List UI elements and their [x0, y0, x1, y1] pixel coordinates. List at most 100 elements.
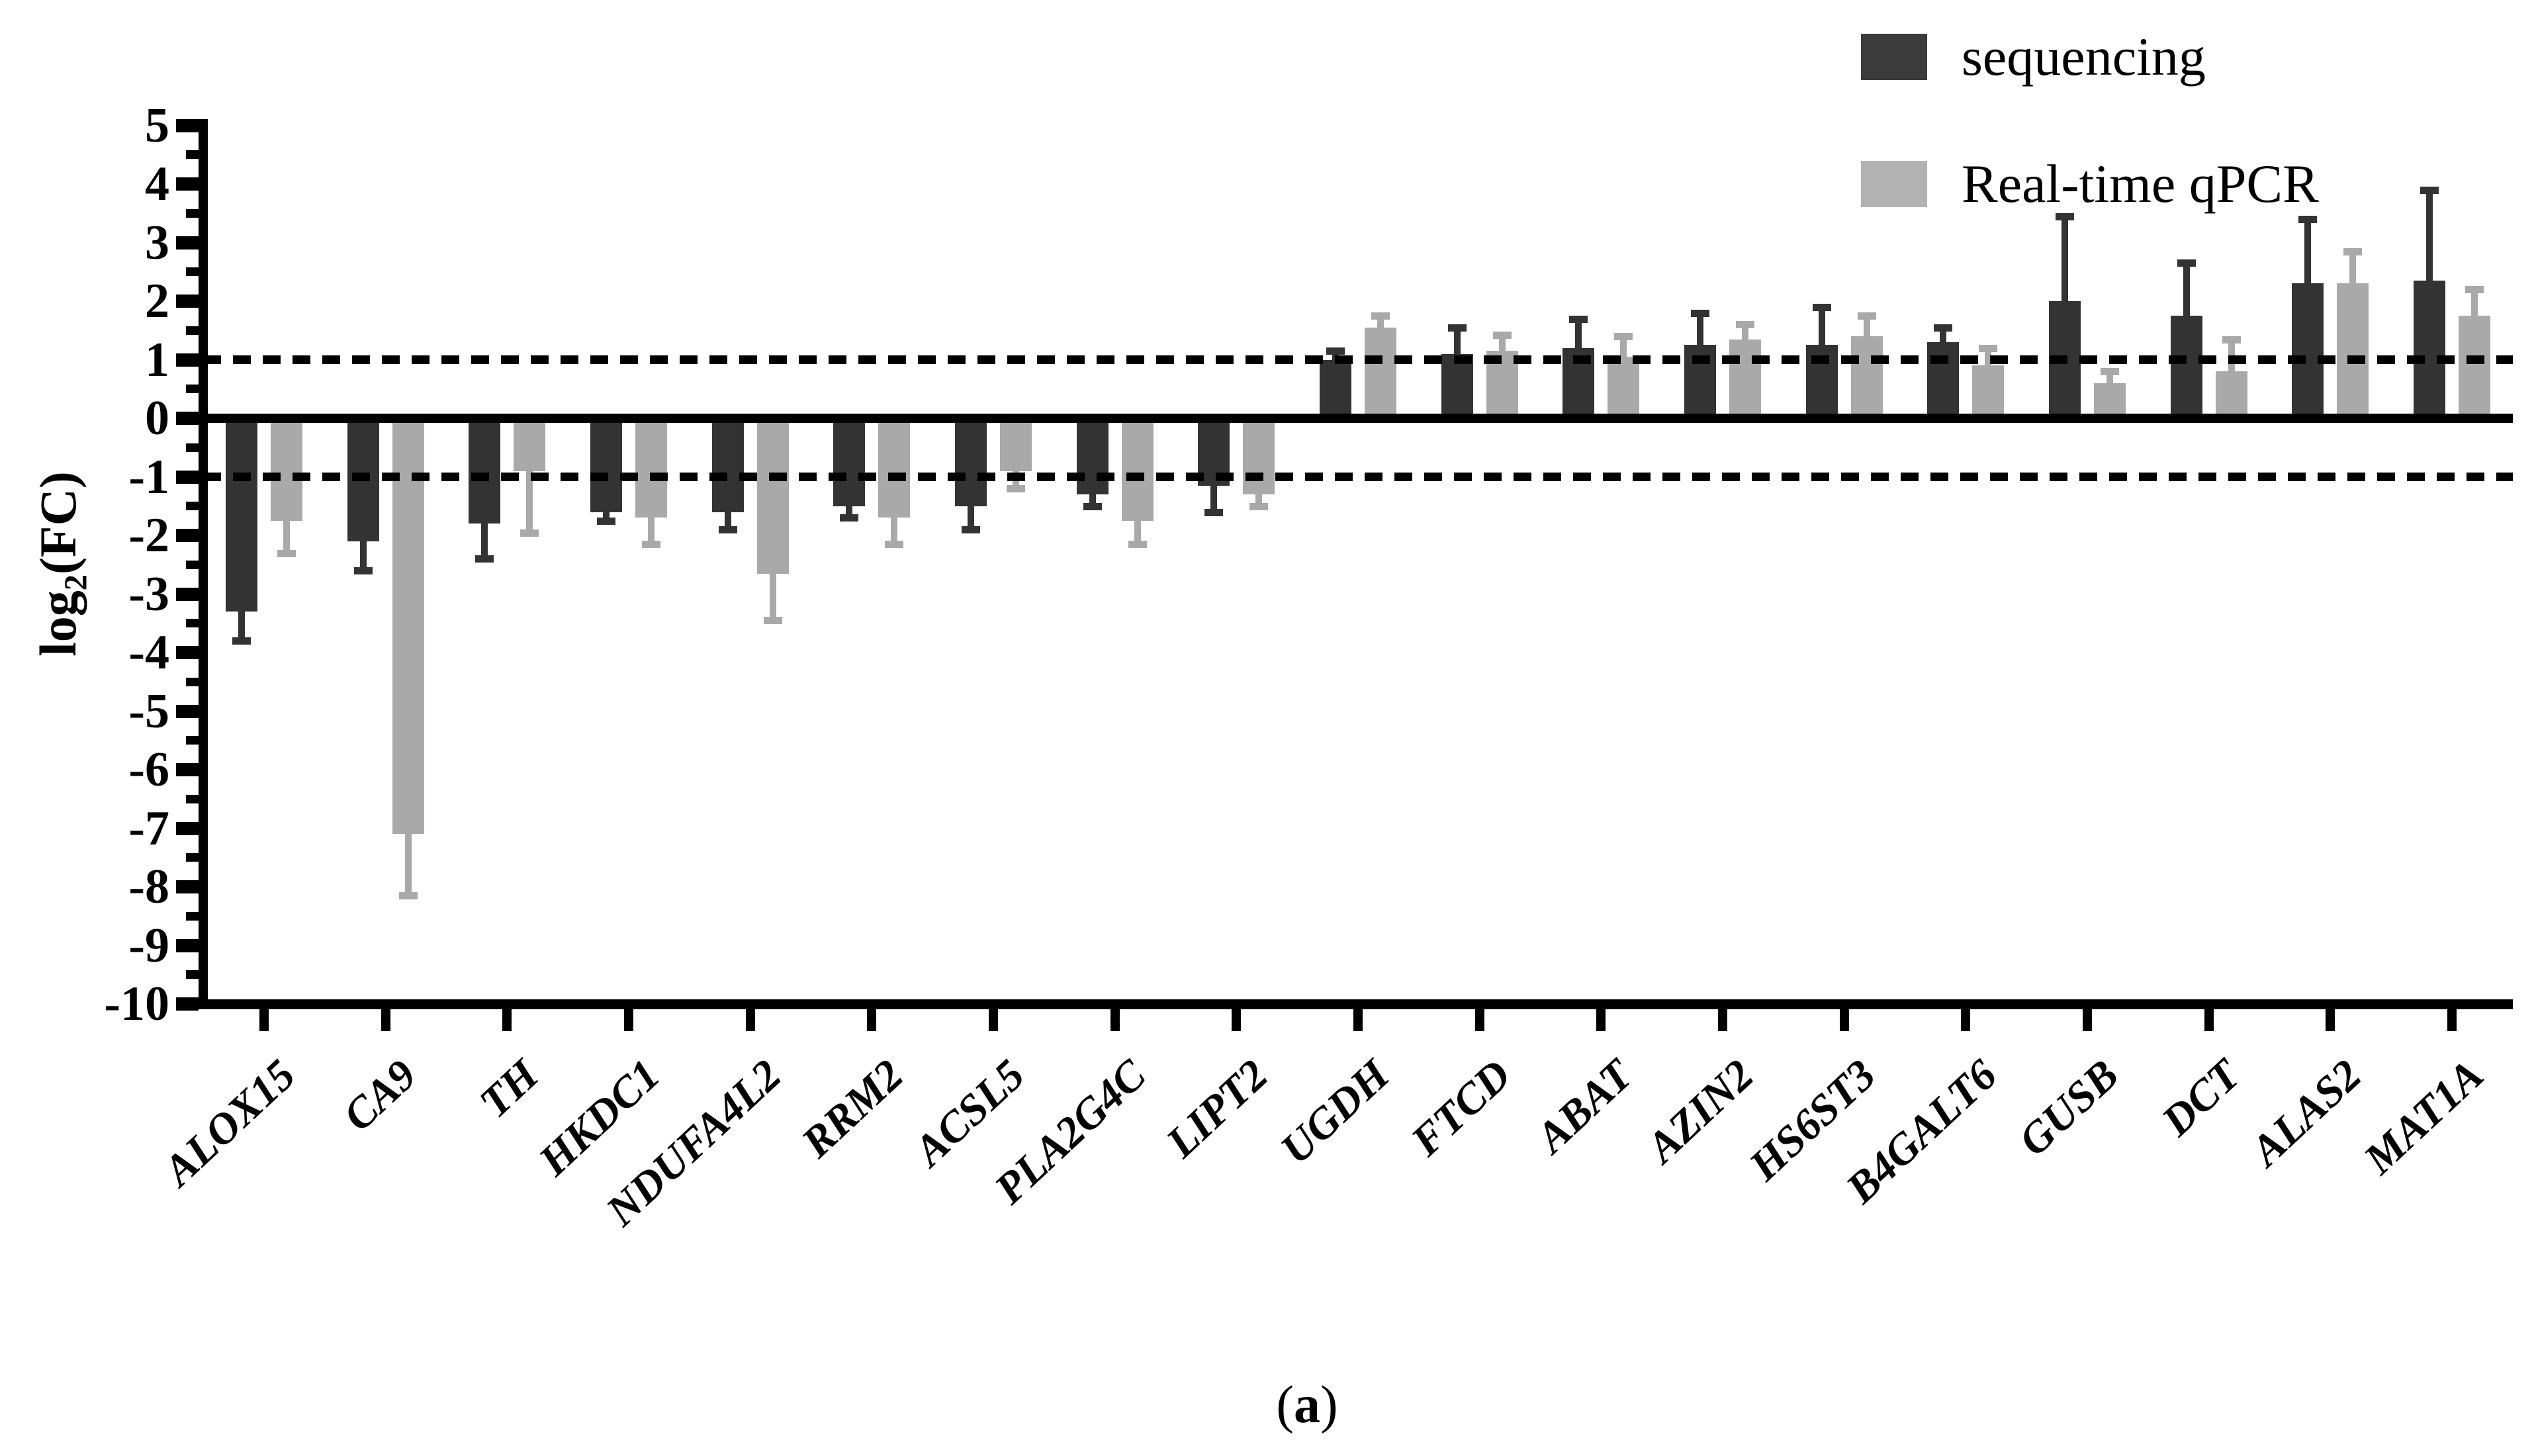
y-tick-label: -10: [104, 977, 169, 1031]
error-bar-stem: [1863, 316, 1870, 339]
x-category-label: ALOX15: [154, 1050, 304, 1195]
bar-sequencing: [1441, 353, 1473, 418]
x-tick: [1961, 1009, 1971, 1031]
bar-sequencing: [711, 418, 744, 512]
bar-qpcr: [270, 418, 302, 521]
x-tick: [867, 1009, 877, 1031]
y-major-tick: [176, 295, 199, 308]
x-tick: [1596, 1009, 1606, 1031]
legend: sequencing Real-time qPCR: [1861, 30, 2319, 211]
bar-sequencing: [833, 418, 866, 506]
bar-qpcr: [1972, 365, 2005, 418]
y-tick-label: 5: [145, 98, 169, 153]
error-bar-cap: [1083, 502, 1102, 510]
bar-qpcr: [2459, 316, 2491, 418]
y-major-tick: [176, 236, 199, 250]
legend-label-sequencing: sequencing: [1962, 26, 2206, 87]
error-bar-stem: [526, 469, 533, 533]
y-major-tick: [176, 821, 199, 835]
y-tick-label: 3: [145, 215, 169, 270]
error-bar-cap: [2177, 259, 2196, 267]
error-bar-stem: [2426, 189, 2433, 283]
error-bar-stem: [481, 522, 488, 559]
y-major-tick: [176, 763, 199, 776]
legend-label-qpcr: Real-time qPCR: [1962, 154, 2319, 214]
error-bar-cap: [2343, 248, 2363, 255]
error-bar-stem: [2471, 289, 2478, 318]
legend-item-qpcr: Real-time qPCR: [1861, 157, 2319, 211]
bar-qpcr: [878, 418, 911, 518]
y-minor-tick: [186, 911, 199, 921]
bar-sequencing: [590, 418, 622, 512]
error-bar-stem: [647, 516, 655, 545]
error-bar-stem: [602, 510, 610, 521]
error-bar-stem: [1134, 518, 1141, 545]
x-tick: [1474, 1009, 1484, 1031]
x-tick: [259, 1009, 269, 1031]
x-tick: [1353, 1009, 1363, 1031]
error-bar-stem: [1575, 318, 1582, 350]
y-major-tick: [176, 412, 199, 425]
x-category-label: GUSB: [2009, 1050, 2128, 1165]
error-bar-stem: [1210, 483, 1218, 512]
error-bar-cap: [961, 526, 980, 534]
error-bar-cap: [1979, 344, 1998, 352]
bar-qpcr: [1608, 357, 1640, 418]
y-major-tick: [176, 470, 199, 484]
x-category-label: UGDH: [1271, 1050, 1399, 1174]
error-bar-cap: [353, 567, 373, 575]
error-bar-stem: [2349, 251, 2357, 286]
error-bar-cap: [1857, 312, 1876, 320]
y-minor-tick: [186, 736, 199, 745]
y-tick-label: -4: [128, 625, 169, 680]
bar-qpcr: [1243, 418, 1275, 495]
x-category-label: DCT: [2152, 1050, 2249, 1146]
error-bar-stem: [967, 504, 974, 530]
bar-sequencing: [2170, 316, 2202, 418]
y-tick-label: -6: [128, 743, 169, 797]
y-minor-tick: [186, 794, 199, 803]
x-tick: [2447, 1009, 2457, 1031]
y-minor-tick: [186, 443, 199, 452]
x-tick: [502, 1009, 512, 1031]
x-category-label: TH: [470, 1050, 548, 1128]
error-bar-cap: [2222, 336, 2241, 343]
bar-sequencing: [2292, 283, 2324, 418]
x-category-label: ALAS2: [2242, 1050, 2371, 1175]
error-bar-cap: [763, 617, 782, 625]
error-bar-stem: [891, 516, 898, 545]
x-category-label: CA9: [334, 1050, 426, 1141]
y-minor-tick: [186, 677, 199, 686]
y-tick-label: -3: [128, 567, 169, 621]
y-axis-title-suffix: (FC): [29, 471, 87, 575]
bar-sequencing: [469, 418, 501, 524]
error-bar-stem: [2183, 263, 2190, 318]
error-bar-cap: [641, 541, 660, 549]
y-axis-title: log2(FC): [28, 471, 94, 657]
y-major-tick: [176, 529, 199, 542]
error-bar-stem: [769, 571, 776, 621]
error-bar-stem: [846, 504, 853, 518]
y-minor-tick: [186, 619, 199, 628]
error-bar-cap: [1371, 312, 1390, 320]
caption-paren-close: ): [1320, 1376, 1338, 1434]
error-bar-cap: [398, 892, 418, 900]
x-tick: [2083, 1009, 2093, 1031]
error-bar-cap: [1569, 315, 1588, 323]
x-tick: [1718, 1009, 1728, 1031]
reference-line-dashed: [203, 355, 2513, 364]
y-tick-label: -9: [128, 918, 169, 973]
error-bar-stem: [1089, 492, 1096, 506]
legend-swatch-sequencing: [1861, 34, 1927, 80]
x-tick: [1232, 1009, 1242, 1031]
x-category-label: MAT1A: [2355, 1050, 2493, 1184]
x-category-label: RRM2: [792, 1050, 913, 1167]
error-bar-cap: [520, 529, 539, 537]
x-tick: [745, 1009, 755, 1031]
error-bar-stem: [1940, 327, 1947, 344]
y-minor-tick: [186, 970, 199, 979]
bar-sequencing: [225, 418, 257, 612]
error-bar-cap: [718, 526, 737, 534]
error-bar-cap: [1736, 321, 1755, 329]
